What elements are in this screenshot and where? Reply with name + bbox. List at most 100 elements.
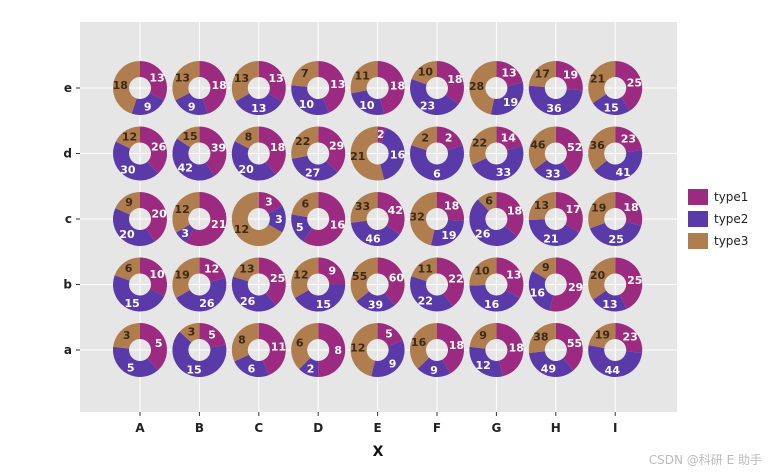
slice-label: 18 — [390, 80, 405, 93]
donut-slice-type1 — [615, 323, 643, 353]
slice-label: 5 — [385, 328, 393, 341]
slice-label: 19 — [563, 68, 578, 81]
slice-label: 15 — [603, 102, 618, 115]
slice-label: 10 — [299, 98, 315, 111]
donut-slice-type1 — [258, 257, 286, 306]
donut-slice-type3 — [172, 257, 200, 298]
donut-slice-type2 — [350, 220, 400, 247]
x-tick-label: F — [433, 421, 441, 435]
donut-slice-type1 — [140, 323, 167, 371]
donut-slice-type1 — [377, 61, 405, 115]
slice-label: 6 — [302, 198, 310, 211]
donut-slice-type3 — [231, 323, 259, 362]
slice-label: 49 — [541, 363, 556, 376]
donut: 33 12 — [231, 192, 286, 246]
slice-label: 22 — [448, 272, 463, 285]
x-axis-title: X — [373, 444, 384, 460]
slice-label: 5 — [127, 362, 135, 375]
donut-slice-type1 — [437, 257, 464, 307]
donut-slice-type3 — [113, 61, 140, 114]
slice-label: 46 — [530, 138, 546, 151]
slice-label: 38 — [533, 331, 548, 344]
donut-slice-type3 — [291, 126, 319, 159]
donut-slice-type2 — [534, 160, 573, 181]
donut-slice-type3 — [350, 126, 385, 181]
slice-label: 13 — [239, 262, 254, 275]
donut-slice-type1 — [555, 126, 583, 176]
slice-label: 19 — [591, 202, 606, 215]
slice-label: 60 — [389, 272, 405, 285]
slice-label: 11 — [354, 69, 369, 82]
slice-label: 2 — [421, 131, 429, 144]
slice-label: 10 — [149, 268, 165, 281]
donut-slice-type1 — [199, 257, 226, 282]
slice-label: 36 — [546, 102, 562, 115]
slice-label: 20 — [152, 207, 168, 220]
donut-slice-type2 — [589, 221, 642, 246]
slice-label: 2 — [307, 362, 315, 375]
donut-slice-type3 — [411, 257, 437, 282]
donut-slice-type2 — [231, 141, 276, 181]
donut-slice-type2 — [113, 346, 158, 377]
donut-slice-type3 — [114, 257, 140, 281]
donut: 19 36 17 — [528, 60, 583, 116]
donut-slice-type2 — [351, 90, 385, 115]
donut-slice-type3 — [291, 61, 319, 87]
slice-label: 3 — [181, 227, 189, 240]
slice-label: 18 — [447, 73, 462, 86]
donut-slice-type1 — [318, 61, 346, 113]
slice-label: 23 — [621, 132, 636, 145]
donut-slice-type2 — [430, 219, 464, 246]
donut-slice-type3 — [477, 192, 497, 211]
donut-slice-type2 — [409, 79, 459, 116]
donut-slice-type2 — [410, 145, 464, 181]
x-tick-label: B — [195, 421, 204, 435]
slice-label: 39 — [368, 298, 383, 311]
slice-label: 13 — [268, 72, 283, 85]
donut-slice-type1 — [496, 61, 523, 86]
donut-slice-type3 — [528, 61, 556, 88]
slice-label: 18 — [623, 201, 638, 214]
slice-label: 11 — [418, 262, 433, 275]
slice-label: 33 — [545, 167, 560, 180]
slice-label: 6 — [296, 336, 304, 349]
slice-label: 10 — [418, 66, 434, 79]
donut-slice-type2 — [356, 291, 395, 312]
donut-slice-type3 — [350, 257, 378, 302]
donut-slice-type3 — [113, 323, 140, 349]
donut: 17 21 13 — [528, 192, 583, 247]
donut-slice-type2 — [235, 93, 283, 115]
slice-label: 22 — [418, 295, 433, 308]
donut-slice-type1 — [377, 192, 405, 235]
slice-label: 29 — [568, 281, 583, 294]
donut-slice-type1 — [258, 323, 286, 376]
legend-swatch-type2 — [688, 211, 708, 227]
donut-slice-type1 — [437, 192, 465, 221]
slice-label: 25 — [609, 233, 624, 246]
slice-label: 13 — [501, 66, 516, 79]
x-tick-label: H — [551, 421, 561, 435]
donut: 25 26 13 — [231, 257, 286, 312]
slice-label: 6 — [125, 262, 133, 275]
slice-label: 20 — [119, 228, 135, 241]
donut: 29 27 22 — [291, 126, 346, 181]
slice-label: 29 — [329, 140, 344, 153]
donut-slice-type1 — [496, 192, 524, 237]
slice-label: 19 — [503, 96, 518, 109]
donut-slice-type3 — [532, 257, 556, 279]
slice-label: 18 — [270, 141, 285, 154]
donut-slice-type2 — [176, 224, 194, 243]
donut-slice-type2 — [469, 199, 518, 246]
donut-slice-type1 — [496, 126, 523, 151]
slice-label: 33 — [496, 166, 511, 179]
donut: 52 33 46 — [528, 126, 583, 181]
slice-label: 52 — [567, 141, 582, 154]
legend: type1 type2 type3 — [688, 189, 748, 249]
slice-label: 12 — [122, 130, 137, 143]
donut-slice-type2 — [172, 331, 227, 377]
slice-label: 21 — [543, 232, 558, 245]
slice-label: 6 — [433, 168, 441, 181]
slice-label: 9 — [144, 100, 152, 113]
slice-label: 21 — [350, 150, 365, 163]
slice-label: 15 — [182, 130, 197, 143]
